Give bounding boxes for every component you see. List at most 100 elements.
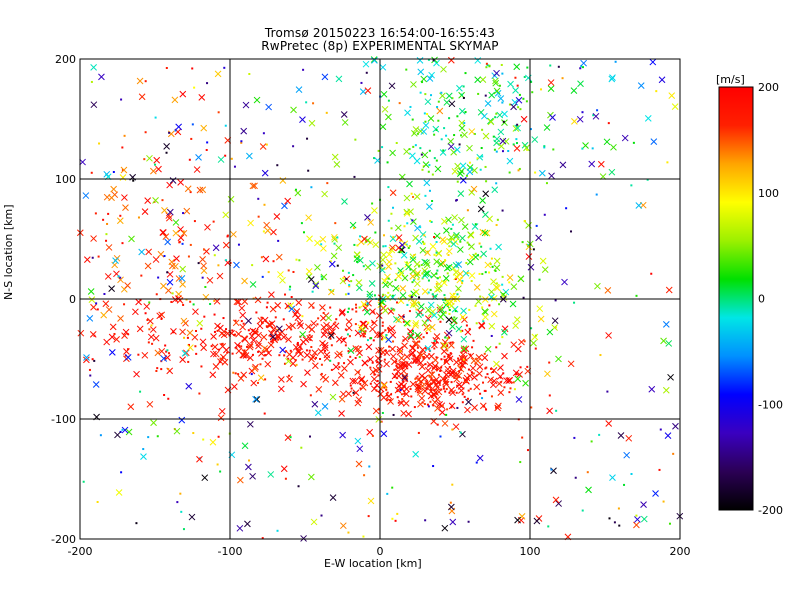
data-point-cross — [359, 320, 367, 328]
data-point-dot — [495, 346, 498, 349]
data-point-cross — [484, 345, 492, 353]
data-point-dot — [218, 348, 221, 351]
data-point-dot — [336, 264, 339, 267]
data-point-cross — [452, 233, 460, 241]
data-point-dot — [301, 315, 304, 318]
data-point-dot — [166, 349, 169, 352]
data-point-cross — [249, 327, 257, 335]
data-point-cross — [546, 328, 554, 336]
data-point-cross — [279, 346, 287, 354]
data-point-dot — [366, 339, 369, 342]
data-point-cross — [214, 70, 222, 78]
data-point-cross — [623, 451, 631, 459]
data-point-dot — [508, 281, 511, 284]
data-point-dot — [446, 408, 449, 411]
data-point-dot — [188, 158, 191, 161]
data-point-cross — [449, 518, 457, 526]
data-point-cross — [407, 332, 415, 340]
data-point-dot — [403, 225, 406, 228]
data-point-dot — [88, 368, 91, 371]
data-point-dot — [496, 218, 499, 221]
data-point-cross — [440, 348, 448, 355]
data-point-cross — [214, 322, 221, 330]
data-point-dot — [428, 149, 431, 152]
data-point-dot — [369, 366, 372, 369]
data-point-dot — [212, 220, 215, 223]
data-point-cross — [603, 138, 611, 146]
data-point-dot — [326, 182, 329, 185]
data-point-cross — [187, 344, 194, 351]
data-point-cross — [414, 269, 422, 277]
data-point-cross — [387, 326, 395, 334]
data-point-dot — [334, 321, 337, 324]
data-point-dot — [608, 517, 611, 520]
data-point-dot — [454, 278, 457, 281]
data-point-dot — [386, 492, 389, 495]
data-point-cross — [617, 432, 625, 439]
data-point-cross — [407, 294, 415, 302]
data-point-cross — [555, 355, 562, 363]
data-point-cross — [503, 377, 510, 384]
data-point-dot — [302, 68, 305, 71]
data-point-cross — [474, 76, 482, 84]
data-point-dot — [89, 374, 92, 377]
data-point-cross — [414, 224, 421, 232]
data-point-cross — [468, 189, 476, 196]
data-point-dot — [394, 519, 397, 522]
data-point-cross — [375, 359, 383, 367]
data-point-cross — [495, 402, 502, 410]
data-point-dot — [442, 298, 445, 301]
data-point-cross — [481, 112, 488, 120]
data-point-dot — [453, 316, 456, 319]
data-point-cross — [548, 172, 555, 180]
data-point-cross — [146, 400, 154, 408]
data-point-dot — [595, 193, 598, 196]
data-point-cross — [479, 228, 487, 236]
data-point-dot — [414, 377, 417, 380]
data-point-dot — [433, 339, 436, 342]
data-point-dot — [230, 157, 233, 160]
data-point-dot — [257, 215, 260, 218]
data-point-cross — [186, 329, 194, 337]
data-point-cross — [430, 391, 438, 399]
data-point-dot — [347, 350, 350, 353]
data-point-dot — [443, 127, 446, 130]
data-point-cross — [412, 322, 419, 329]
data-point-dot — [435, 272, 438, 275]
data-point-dot — [460, 134, 463, 137]
data-point-dot — [607, 122, 610, 125]
data-point-cross — [122, 204, 129, 212]
data-point-dot — [477, 92, 480, 95]
data-point-dot — [415, 308, 418, 311]
data-point-dot — [91, 256, 94, 259]
data-point-dot — [514, 76, 517, 79]
data-point-dot — [532, 248, 535, 251]
data-point-dot — [233, 333, 236, 336]
data-point-dot — [277, 239, 280, 242]
data-point-dot — [534, 347, 537, 350]
data-point-dot — [167, 352, 170, 355]
data-point-cross — [289, 360, 297, 368]
data-point-cross — [512, 322, 519, 329]
data-point-dot — [592, 114, 595, 117]
data-point-cross — [413, 260, 421, 268]
data-point-cross — [100, 311, 108, 319]
data-point-dot — [447, 353, 450, 356]
data-point-cross — [199, 338, 207, 346]
data-point-dot — [377, 149, 380, 152]
data-point-cross — [418, 372, 426, 380]
data-point-cross — [144, 197, 152, 204]
data-point-cross — [317, 348, 325, 355]
data-point-dot — [386, 161, 389, 164]
data-point-dot — [421, 81, 424, 84]
data-point-dot — [484, 165, 487, 168]
data-point-cross — [264, 360, 272, 368]
data-point-cross — [355, 396, 363, 404]
data-point-cross — [527, 263, 535, 271]
data-point-dot — [240, 140, 243, 143]
data-point-dot — [470, 371, 473, 374]
data-point-dot — [395, 360, 398, 363]
data-point-dot — [523, 220, 526, 223]
data-point-cross — [238, 304, 246, 312]
data-point-cross — [516, 371, 523, 378]
